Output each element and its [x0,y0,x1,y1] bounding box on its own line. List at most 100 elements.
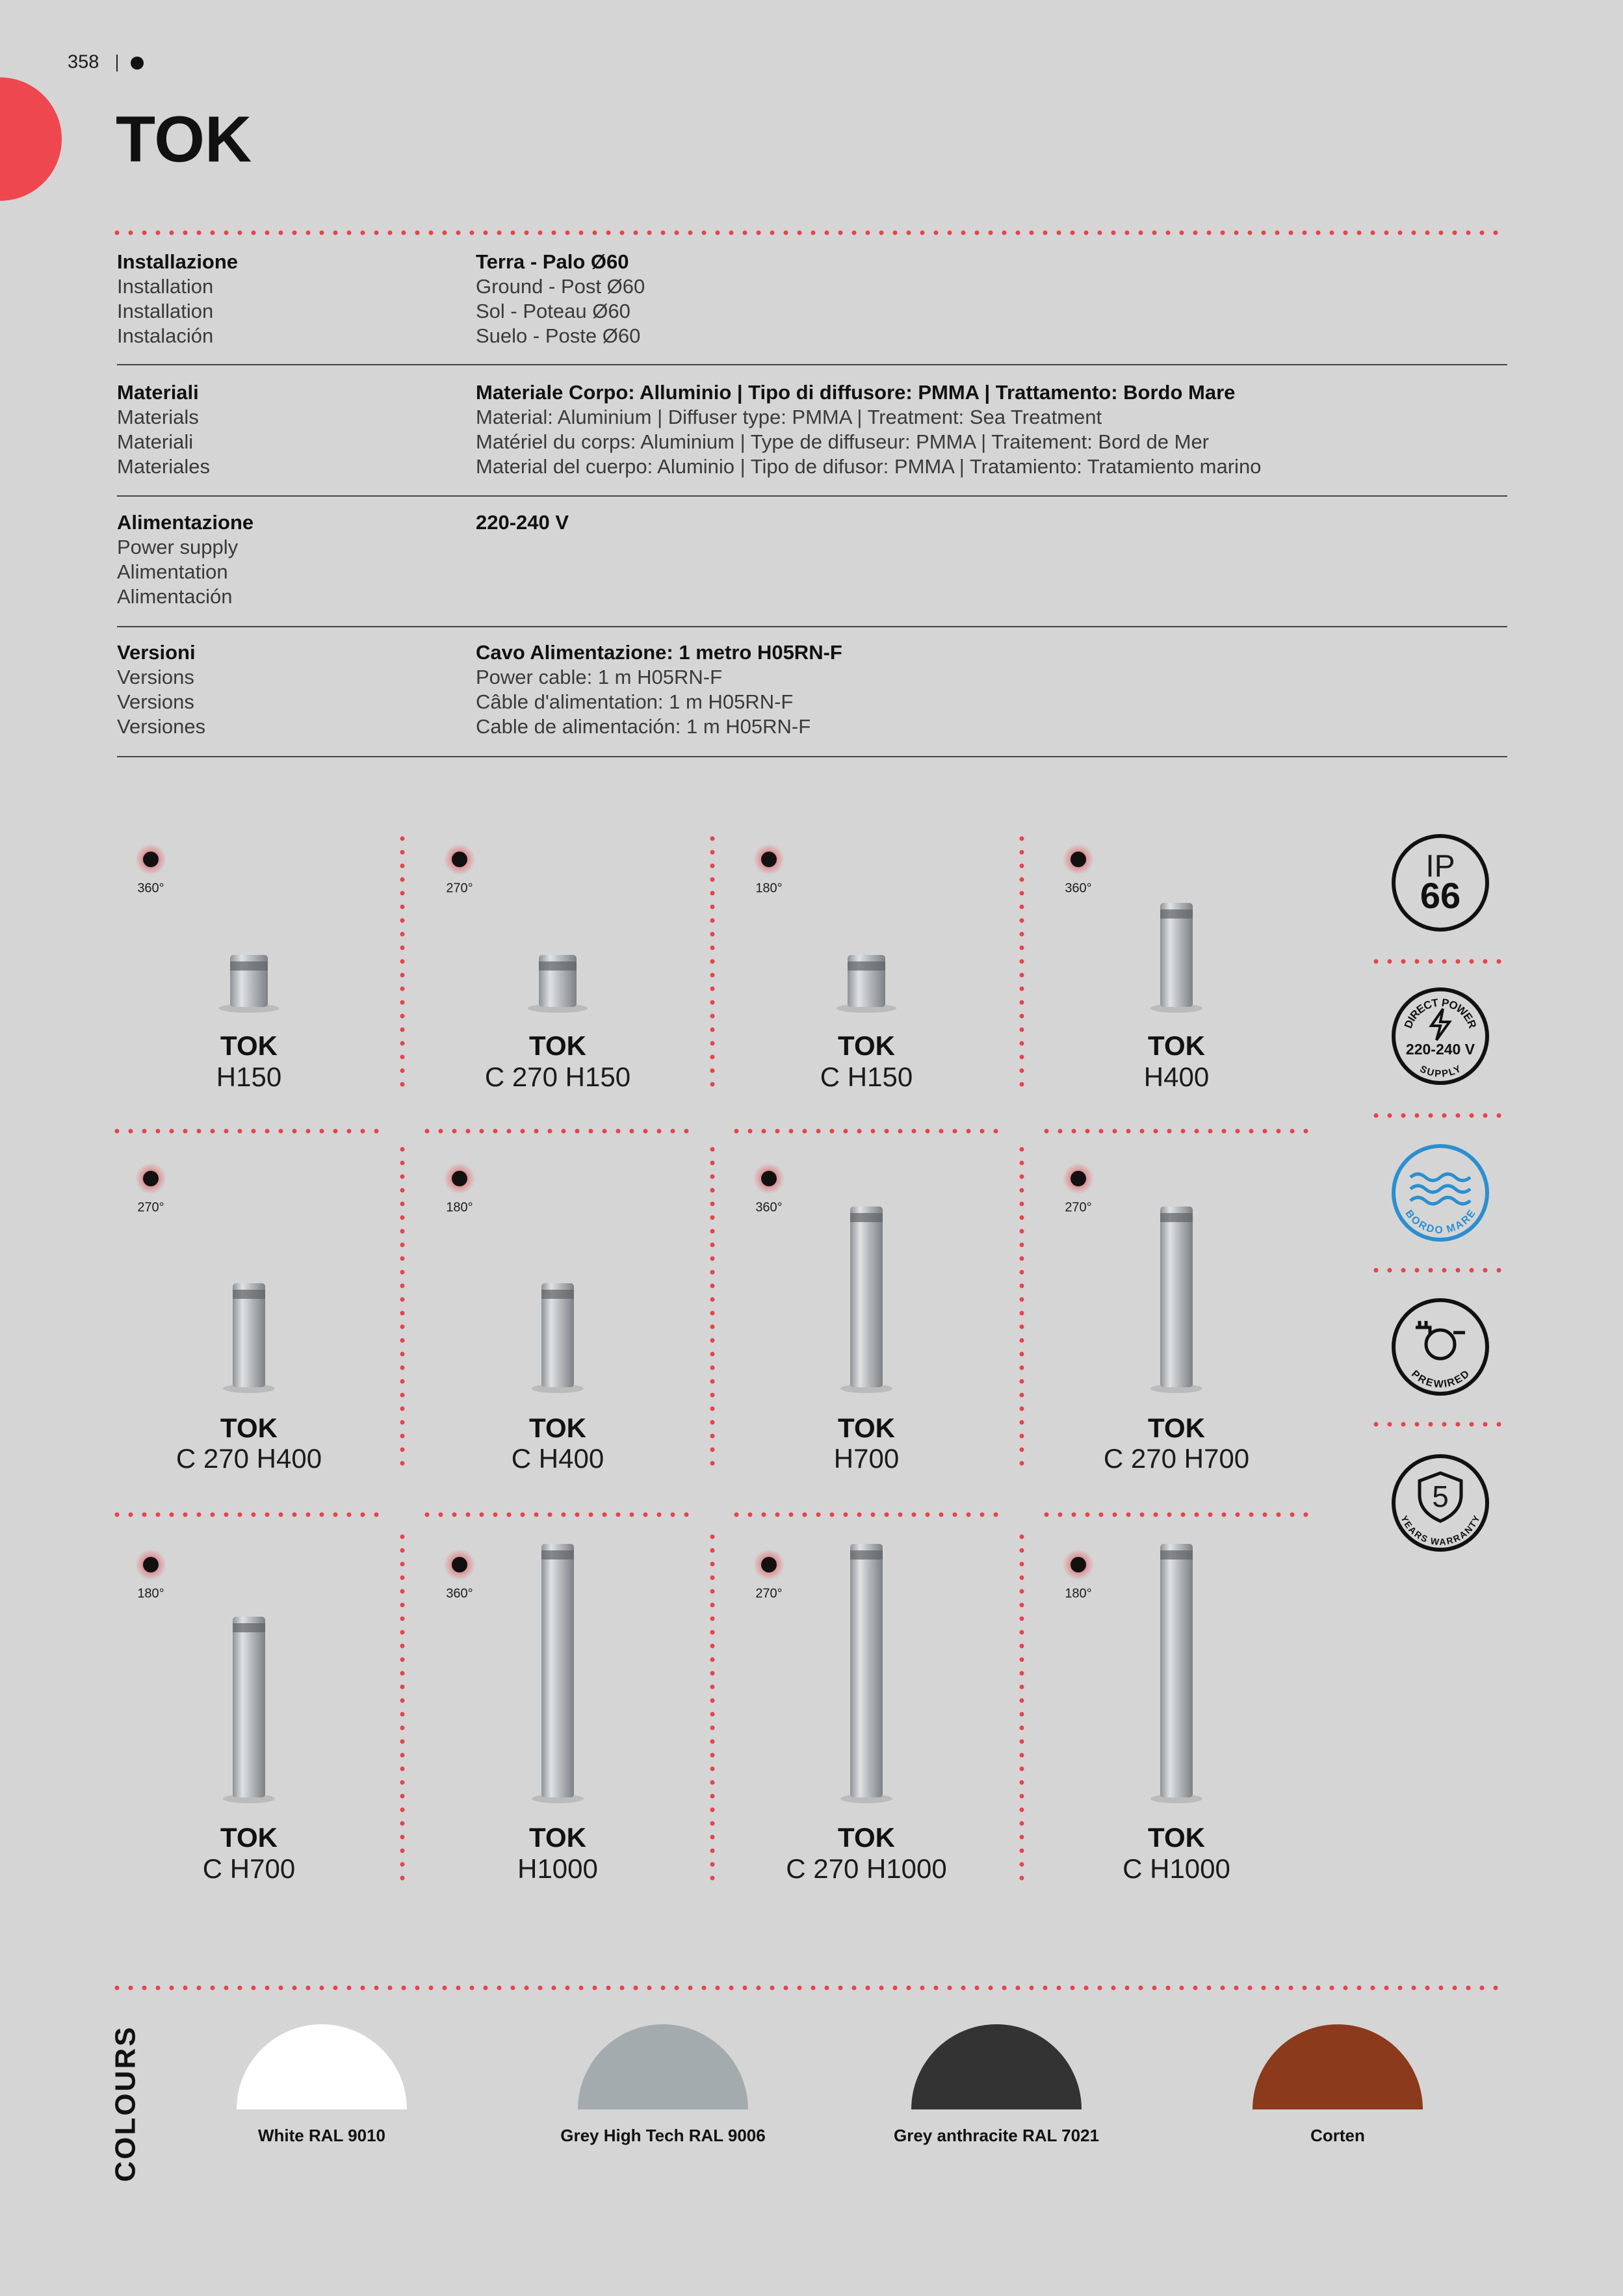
colour-name: Grey High Tech RAL 9006 [560,2126,765,2145]
beam-angle: 180° [755,881,782,895]
post-head [233,1623,265,1632]
spec-value: Cavo Alimentazione: 1 metro H05RN-F [476,641,842,664]
prewired-ring [1424,1328,1457,1361]
product-model: C 270 H150 [485,1062,630,1092]
product-model: C 270 H400 [176,1443,322,1474]
post-head [233,1290,265,1299]
bolt-icon [1429,1008,1452,1041]
post-head [848,961,885,971]
product-model: H150 [216,1062,281,1092]
post-body [233,1283,265,1387]
spec-label: Instalación [117,324,213,347]
beam-dot [1071,852,1086,867]
product-model: C 270 H1000 [786,1853,947,1884]
post-head [850,1213,883,1222]
product-name: TOK [220,1413,278,1443]
colour-swatch [911,2024,1082,2109]
beam-angle: 270° [755,1586,782,1600]
badge-ring [1392,1144,1489,1242]
title: TOK [116,103,252,176]
post-body [1160,1207,1193,1387]
post-head [541,1550,574,1559]
spec-value: Power cable: 1 m H05RN-F [476,666,722,688]
product-name: TOK [1148,1413,1205,1443]
spec-label: Alimentazione [117,511,253,534]
spec-label: Materials [117,406,199,428]
product-model: C H150 [820,1062,913,1092]
beam-angle: 270° [137,1200,164,1214]
beam-angle: 270° [1065,1200,1091,1214]
spec-label: Installation [117,300,213,322]
beam-dot [761,1557,777,1572]
spec-value: Terra - Palo Ø60 [476,250,629,273]
spec-label: Versioni [117,641,196,664]
spec-label: Alimentación [117,585,232,608]
beam-angle: 360° [137,881,164,895]
post-body [1160,1544,1193,1797]
beam-dot [1071,1171,1086,1186]
spec-value: Suelo - Poste Ø60 [476,324,640,347]
badge-ring [1392,834,1489,932]
post-body [233,1617,265,1797]
colour-name: Grey anthracite RAL 7021 [894,2126,1099,2145]
spec-value: Material del cuerpo: Aluminio | Tipo de … [476,455,1261,478]
colour-swatch [237,2024,407,2109]
beam-angle: 180° [446,1200,473,1214]
warranty-years: 5 [1432,1480,1449,1513]
ip-value: 66 [1420,875,1461,916]
spec-value: Ground - Post Ø60 [476,275,645,298]
product-model: C H1000 [1123,1853,1230,1884]
spec-value: 220-240 V [476,511,569,534]
post-head [539,961,577,971]
spec-label: Alimentation [117,560,228,583]
beam-dot [143,1171,159,1186]
beam-dot [143,852,159,867]
ip-label: IP [1425,850,1455,884]
beam-angle: 360° [755,1200,782,1214]
beam-dot [761,852,777,867]
product-model: H700 [834,1443,899,1474]
post-head [230,961,268,971]
post-head [1160,1550,1193,1559]
post-body [541,1283,574,1387]
product-model: H400 [1144,1062,1209,1092]
beam-dot [761,1171,777,1186]
product-name: TOK [1148,1030,1205,1061]
beam-angle: 360° [446,1586,473,1600]
beam-dot [1071,1557,1086,1572]
product-name: TOK [838,1822,895,1853]
spec-label: Versions [117,690,194,713]
spec-value: Sol - Poteau Ø60 [476,300,630,322]
post-body [850,1207,883,1387]
product-name: TOK [1148,1822,1205,1853]
product-name: TOK [529,1822,586,1853]
product-name: TOK [529,1413,586,1443]
product-name: TOK [220,1030,278,1061]
wave [1409,1184,1472,1194]
post-body [541,1544,574,1797]
product-model: C H400 [512,1443,604,1474]
spec-value: Matériel du corps: Aluminium | Type de d… [476,430,1209,453]
beam-angle: 270° [446,881,473,895]
post-body [1160,903,1193,1007]
spec-value: Cable de alimentación: 1 m H05RN-F [476,715,811,738]
product-model: C H700 [203,1853,295,1884]
spec-value: Material: Aluminium | Diffuser type: PMM… [476,406,1102,428]
post-head [850,1550,883,1559]
shield-icon [1418,1471,1463,1523]
colour-name: Corten [1310,2126,1365,2145]
product-name: TOK [838,1413,895,1443]
spec-label: Versions [117,666,194,688]
prewired-plug [1416,1321,1465,1335]
